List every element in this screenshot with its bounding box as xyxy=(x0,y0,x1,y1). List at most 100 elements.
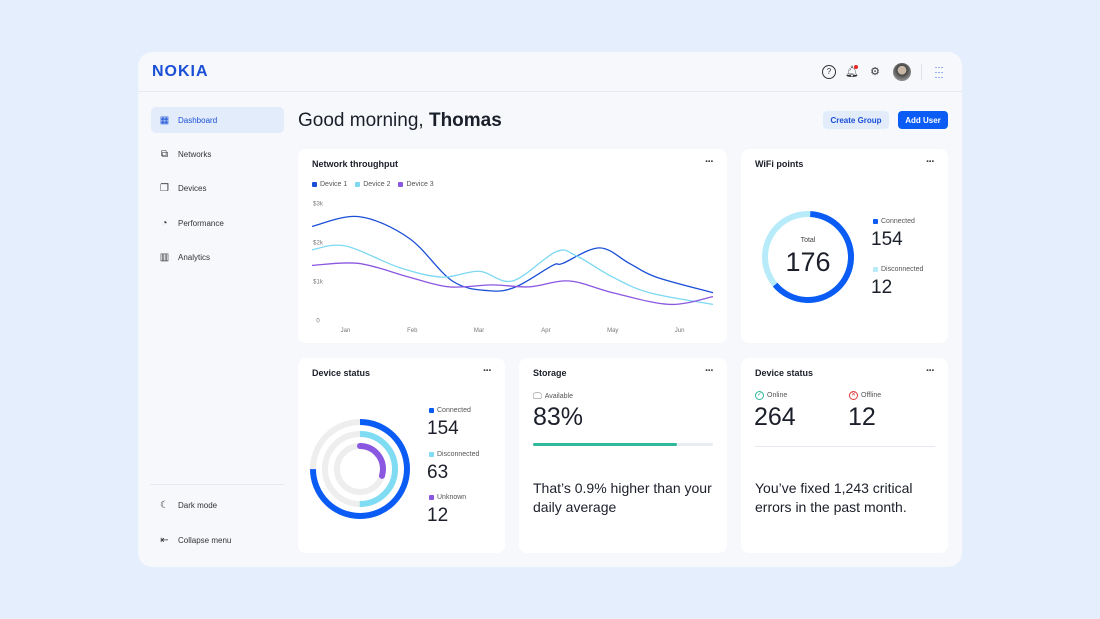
storage-progress-fill xyxy=(533,443,677,446)
sidebar-item-label: Performance xyxy=(178,218,224,228)
card-title: Device status xyxy=(755,368,814,378)
nokia-logo: NOKIA xyxy=(152,63,209,80)
legend-device-3: Device 3 xyxy=(398,181,434,188)
more-options-button[interactable]: ··· xyxy=(705,365,714,377)
x-tick-label: Apr xyxy=(541,328,550,334)
bell-icon[interactable]: 🔔︎ xyxy=(845,65,859,78)
dashboard-icon: ▦ xyxy=(159,114,170,126)
more-options-button[interactable]: ··· xyxy=(483,365,492,377)
create-group-button[interactable]: Create Group xyxy=(823,111,889,129)
network-throughput-card: Network throughput ··· Device 1 Device 2… xyxy=(298,149,727,343)
sidebar-item-performance[interactable]: ◔ Performance xyxy=(151,210,284,236)
legend-device-1: Device 1 xyxy=(312,181,347,188)
x-tick-label: Feb xyxy=(407,328,418,334)
user-name: Thomas xyxy=(428,110,502,131)
divider xyxy=(921,64,922,80)
legend-label: Device 2 xyxy=(363,181,391,188)
device-status-card: Device status ··· Connected 154 Disconne… xyxy=(298,358,505,553)
gear-icon[interactable]: ⚙︎ xyxy=(870,66,880,78)
card-title: Device status xyxy=(312,368,371,378)
network-icon: ⧉ xyxy=(160,148,169,160)
sidebar-item-label: Dashboard xyxy=(178,115,218,125)
connected-ring xyxy=(310,419,410,519)
card-title: Storage xyxy=(533,368,567,378)
monitor-icon: 🖵︎ xyxy=(533,391,542,401)
x-tick-label: May xyxy=(607,328,618,334)
device-status-note: You’ve fixed 1,243 critical errors in th… xyxy=(755,480,913,515)
wifi-donut xyxy=(762,210,854,303)
bar-chart-icon: ▥ xyxy=(159,251,170,263)
connected-value: 154 xyxy=(427,418,459,439)
y-tick-label: $2k xyxy=(313,241,324,247)
more-options-button[interactable]: ··· xyxy=(705,156,714,168)
unknown-ring xyxy=(334,443,386,495)
avatar[interactable] xyxy=(893,63,911,81)
sidebar-item-networks[interactable]: ⧉ Networks xyxy=(151,141,284,167)
device-status-summary-card: Device status ··· ✓ Online 264 ✕ Offline 1… xyxy=(741,358,948,553)
storage-progress-bar xyxy=(533,443,713,446)
connected-value: 154 xyxy=(871,229,903,250)
collapse-icon: ⇤ xyxy=(160,534,169,546)
x-tick-label: Mar xyxy=(474,328,484,334)
chart-legend: Device 1 Device 2 Device 3 xyxy=(312,181,434,188)
wifi-points-card: WiFi points ··· Total 176 Connected 154 … xyxy=(741,149,948,343)
sidebar-item-label: Networks xyxy=(178,149,212,159)
sidebar-item-label: Analytics xyxy=(178,252,211,262)
disconnected-value: 63 xyxy=(427,462,449,483)
y-tick-label: $3k xyxy=(313,202,324,208)
page-title: Good morning, Thomas xyxy=(298,110,502,132)
moon-icon: ☾ xyxy=(160,499,169,511)
available-value: 83% xyxy=(533,403,584,431)
series-line-device-2 xyxy=(311,244,714,306)
divider xyxy=(755,446,935,447)
sidebar-item-analytics[interactable]: ▥ Analytics xyxy=(151,244,284,270)
disconnected-value: 12 xyxy=(871,277,893,298)
total-label: Total xyxy=(800,237,816,244)
devices-icon: ❐ xyxy=(160,182,169,194)
legend-label: Device 1 xyxy=(320,181,348,188)
series-line-device-1 xyxy=(311,215,714,294)
x-circle-icon: ✕ xyxy=(849,391,858,400)
dark-mode-toggle[interactable]: ☾ Dark mode xyxy=(151,492,284,518)
unknown-label: Unknown xyxy=(437,494,467,501)
legend-label: Device 3 xyxy=(406,181,434,188)
available-label: Available xyxy=(544,393,573,400)
more-options-button[interactable]: ··· xyxy=(926,156,935,168)
x-tick-label: Jun xyxy=(675,328,685,334)
unknown-value: 12 xyxy=(427,505,449,526)
collapse-label: Collapse menu xyxy=(178,535,232,545)
collapse-menu-button[interactable]: ⇤ Collapse menu xyxy=(151,527,284,553)
card-title: WiFi points xyxy=(755,159,804,169)
legend-device-2: Device 2 xyxy=(355,181,390,188)
sidebar-divider xyxy=(150,484,284,485)
throughput-chart: 0 $1k $2k $3k Jan Feb Mar Apr May Jun xyxy=(311,202,714,334)
offline-label: Offline xyxy=(861,392,882,399)
sidebar-item-label: Devices xyxy=(178,183,207,193)
check-circle-icon: ✓ xyxy=(755,391,764,400)
more-options-button[interactable]: ··· xyxy=(926,365,935,377)
disconnected-label: Disconnected xyxy=(437,451,480,458)
card-title: Network throughput xyxy=(312,159,398,169)
device-status-rings xyxy=(310,419,410,519)
offline-value: 12 xyxy=(848,403,876,431)
apps-grid-icon[interactable]: ··· ··· ··· xyxy=(934,62,944,82)
disconnected-ring xyxy=(322,431,398,507)
series-line-device-3 xyxy=(311,262,714,306)
connected-label: Connected xyxy=(881,218,915,225)
sidebar-item-devices[interactable]: ❐ Devices xyxy=(151,175,284,201)
add-user-button[interactable]: Add User xyxy=(898,111,948,129)
y-tick-label: $1k xyxy=(313,280,324,286)
storage-card: Storage ··· 🖵︎ Available 83% That’s 0.9% … xyxy=(519,358,727,553)
top-bar: NOKIA ? 🔔︎ ⚙︎ ··· ··· ··· xyxy=(138,52,962,92)
online-label: Online xyxy=(767,392,788,399)
total-value: 176 xyxy=(785,247,831,277)
connected-label: Connected xyxy=(437,407,471,414)
dark-mode-label: Dark mode xyxy=(178,500,218,510)
greeting-text: Good morning, xyxy=(298,110,424,131)
storage-note: That’s 0.9% higher than your daily avera… xyxy=(533,480,712,515)
sidebar-item-dashboard[interactable]: ▦ Dashboard xyxy=(151,107,284,133)
help-icon[interactable]: ? xyxy=(822,65,836,79)
y-tick-label: 0 xyxy=(316,319,320,325)
online-value: 264 xyxy=(754,403,796,431)
disconnected-label: Disconnected xyxy=(881,266,924,273)
